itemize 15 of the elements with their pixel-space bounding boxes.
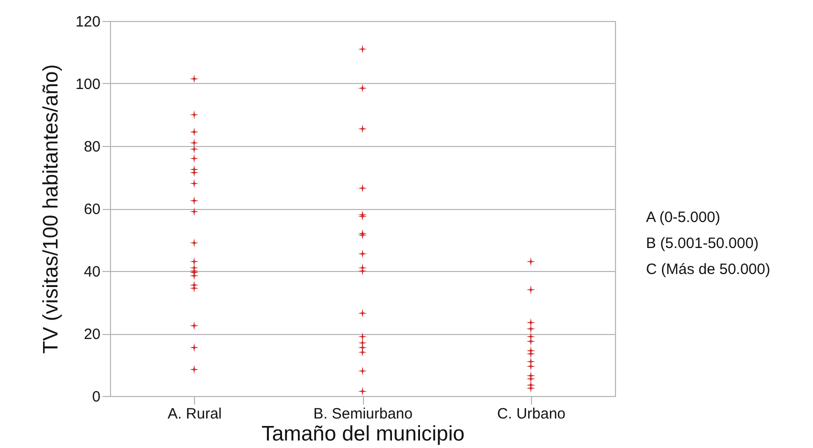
y-tick-label: 40: [84, 264, 100, 280]
y-tick-label: 120: [75, 14, 100, 30]
x-axis-title: Tamaño del municipio: [261, 422, 465, 446]
text: B (5.001-50.000): [646, 234, 760, 254]
y-tick-label: 0: [92, 388, 100, 406]
y-axis-title: TV (visitas/100 habitantes/año): [39, 64, 62, 354]
y-tick-label: 80: [84, 138, 100, 156]
y-tick-label: 60: [84, 201, 100, 218]
x-tick-label: A. Rural: [168, 406, 222, 422]
text: A (0-5.000): [646, 208, 722, 228]
x-tick-label: B. Semiurbano: [313, 406, 413, 422]
y-tick-label: 100: [75, 76, 100, 93]
x-tick-label: C. Urbano: [497, 406, 566, 422]
text: C (Más de 50.000): [646, 260, 770, 280]
y-tick-label: 20: [84, 326, 100, 343]
